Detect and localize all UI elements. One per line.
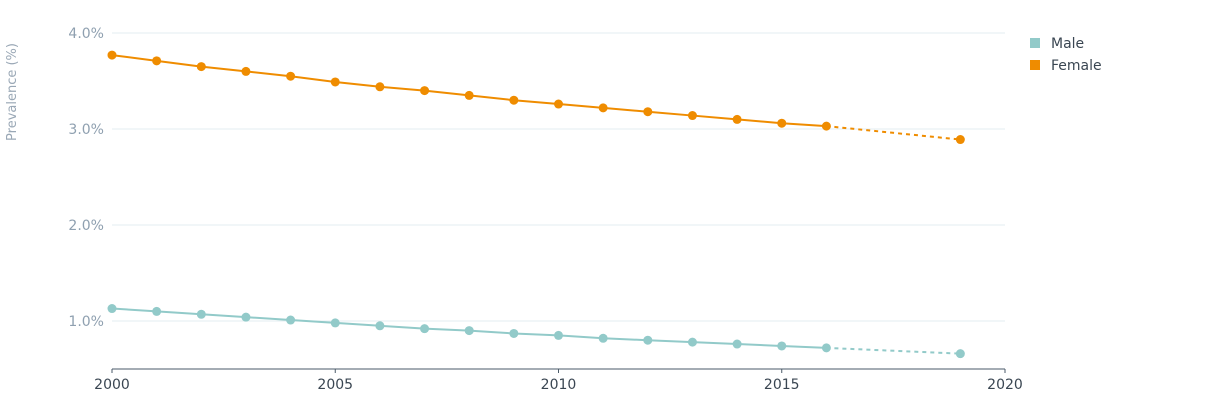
data-point [420,86,430,96]
data-point [554,330,563,340]
data-point [777,341,787,351]
data-point [955,349,965,359]
data-point [464,326,474,336]
data-point [598,103,608,113]
legend-label-female: Female [1051,58,1102,74]
series-layer [107,50,965,359]
legend-label-male: Male [1051,36,1084,52]
data-point [687,111,697,121]
x-tick-label: 2005 [317,377,353,393]
data-point [241,312,251,322]
y-tick-label: 1.0% [68,314,104,330]
y-tick-label: 2.0% [68,218,104,234]
data-point [509,95,519,105]
legend: Male Female [1030,36,1102,74]
data-point [554,99,563,109]
data-point [955,135,965,145]
data-point [777,118,787,128]
series-line-projected-female [826,125,961,141]
x-tick-label: 2000 [94,377,130,393]
data-point [643,335,653,345]
data-point [241,66,251,76]
series-male [107,304,965,359]
legend-swatch-male [1030,38,1040,48]
y-tick-label: 3.0% [68,122,104,138]
data-point [821,343,831,353]
data-point [107,50,117,60]
data-point [196,62,206,72]
data-point [375,82,385,92]
y-axis-ticks: 1.0% 2.0% 3.0% 4.0% [68,26,104,330]
y-axis-title: Prevalence (%) [5,43,20,141]
x-tick-label: 2015 [764,377,800,393]
data-point [286,315,296,325]
data-point [732,114,742,124]
data-point [464,90,474,100]
data-point [152,56,162,66]
series-line-projected-male [826,346,961,355]
data-point [598,333,608,343]
data-point [375,321,385,331]
legend-swatch-female [1030,60,1040,70]
series-line-female [111,54,827,128]
data-point [509,328,519,338]
data-point [687,337,697,347]
data-point [152,306,162,316]
data-point [420,324,430,334]
x-tick-label: 2020 [987,377,1023,393]
data-point [821,121,831,131]
series-female [107,50,965,145]
data-point [286,71,296,81]
gridlines [112,32,1005,322]
data-point [643,107,653,117]
data-point [732,339,742,349]
data-point [107,304,117,314]
x-axis-ticks: 2000 2005 2010 2015 2020 [94,369,1023,393]
data-point [330,77,340,87]
data-point [330,318,340,328]
data-point [196,309,206,319]
y-tick-label: 4.0% [68,26,104,42]
x-tick-label: 2010 [541,377,577,393]
